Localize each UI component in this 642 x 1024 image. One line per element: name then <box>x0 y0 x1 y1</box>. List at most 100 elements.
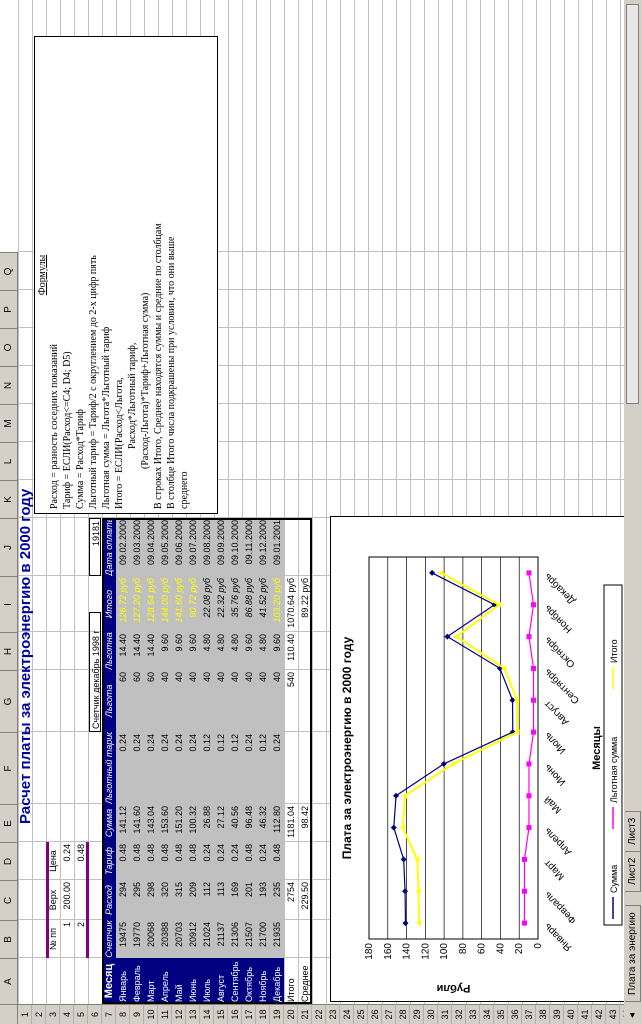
y-tick-label: 20 <box>514 943 525 955</box>
column-header-f[interactable]: F <box>0 732 18 804</box>
row-header-1[interactable]: 1 <box>18 1004 32 1024</box>
formula-line: Льготная сумма = Льгота*Льготный тариф <box>101 326 112 509</box>
data-point <box>514 697 520 704</box>
data-point <box>530 665 536 671</box>
row-header-25[interactable]: 25 <box>354 1004 368 1024</box>
formulas-box: Формулы Расход = разность соседних показа… <box>34 36 218 514</box>
column-header-a[interactable]: A <box>0 958 18 1004</box>
sheet-title: Расчет платы за электроэнергию в 2000 го… <box>17 488 34 824</box>
row-header-22[interactable]: 22 <box>312 1004 326 1024</box>
series-line-0 <box>393 572 514 924</box>
row-header-39[interactable]: 39 <box>550 1004 564 1024</box>
row-header-3[interactable]: 3 <box>46 1004 60 1024</box>
row-header-33[interactable]: 33 <box>466 1004 480 1024</box>
legend-box <box>603 584 623 926</box>
formula-line: Льготный тариф = Тариф/2 с округлением д… <box>88 255 99 509</box>
legend-label: Сумма <box>609 865 619 893</box>
row-header-9[interactable]: 9 <box>130 1004 144 1024</box>
column-header-l[interactable]: L <box>0 442 18 480</box>
data-point <box>453 633 459 640</box>
grid-line <box>312 0 313 1004</box>
row-header-4[interactable]: 4 <box>60 1004 74 1024</box>
row-header-38[interactable]: 38 <box>536 1004 550 1024</box>
column-header-b[interactable]: B <box>0 920 18 958</box>
row-header-5[interactable]: 5 <box>74 1004 88 1024</box>
row-header-12[interactable]: 12 <box>172 1004 186 1024</box>
tab-scroll-first-icon[interactable]: ◂ <box>625 1008 641 1024</box>
row-header-30[interactable]: 30 <box>424 1004 438 1024</box>
column-header-i[interactable]: I <box>0 576 18 632</box>
x-tick-label: Июнь <box>542 762 568 788</box>
horizontal-scrollbar[interactable] <box>626 4 639 404</box>
row-header-24[interactable]: 24 <box>340 1004 354 1024</box>
row-header-31[interactable]: 31 <box>438 1004 452 1024</box>
row-header-15[interactable]: 15 <box>214 1004 228 1024</box>
tariff-cell[interactable]: 0.24 <box>62 844 72 862</box>
column-header-k[interactable]: K <box>0 480 18 518</box>
column-header-g[interactable]: G <box>0 670 18 732</box>
x-tick-label: Март <box>542 857 567 882</box>
row-header-21[interactable]: 21 <box>298 1004 312 1024</box>
row-header-6[interactable]: 6 <box>88 1004 102 1024</box>
row-header-43[interactable]: 43 <box>606 1004 620 1024</box>
row-header-16[interactable]: 16 <box>228 1004 242 1024</box>
data-point <box>402 888 409 895</box>
row-header-41[interactable]: 41 <box>578 1004 592 1024</box>
x-tick-label: Июль <box>542 730 568 756</box>
legend-label: Льготная сумма <box>609 737 619 803</box>
row-header-23[interactable]: 23 <box>326 1004 340 1024</box>
column-header-c[interactable]: C <box>0 880 18 920</box>
column-header-j[interactable]: J <box>0 518 18 576</box>
row-header-7[interactable]: 7 <box>102 1004 116 1024</box>
row-header-29[interactable]: 29 <box>410 1004 424 1024</box>
tab-sheet-1[interactable]: Плата за энергию <box>625 905 641 1002</box>
column-header-p[interactable]: P <box>0 290 18 328</box>
row-header-17[interactable]: 17 <box>242 1004 256 1024</box>
counter-value[interactable]: 19181 <box>89 518 101 576</box>
counter-label[interactable]: Счетчик декабрь 1998 г <box>89 612 101 732</box>
grid-line <box>326 0 327 1004</box>
row-header-34[interactable]: 34 <box>480 1004 494 1024</box>
column-header-m[interactable]: M <box>0 404 18 442</box>
row-header-10[interactable]: 10 <box>144 1004 158 1024</box>
data-point <box>521 856 527 862</box>
row-header-32[interactable]: 32 <box>452 1004 466 1024</box>
chart-object[interactable]: Плата за электроэнергию в 2000 году 0 20 40… <box>330 516 634 1002</box>
row-header-26[interactable]: 26 <box>368 1004 382 1024</box>
tab-sheet-2[interactable]: Лист2 <box>625 850 641 892</box>
x-tick-label: Октябрь <box>542 634 578 670</box>
tab-sheet-3[interactable]: Лист3 <box>625 810 641 852</box>
x-axis-label: Месяцы <box>591 726 603 770</box>
row-header-11[interactable]: 11 <box>158 1004 172 1024</box>
column-header-q[interactable]: Q <box>0 252 18 290</box>
column-header-d[interactable]: D <box>0 842 18 880</box>
column-header-h[interactable]: H <box>0 632 18 670</box>
formula-line: Расход = разность соседних показаний <box>49 343 60 509</box>
y-axis-label: Рубли <box>437 982 471 994</box>
column-header-o[interactable]: O <box>0 328 18 366</box>
row-header-36[interactable]: 36 <box>508 1004 522 1024</box>
row-header-20[interactable]: 20 <box>284 1004 298 1024</box>
select-all-corner[interactable] <box>0 1004 18 1024</box>
row-header-14[interactable]: 14 <box>200 1004 214 1024</box>
data-point <box>526 825 532 831</box>
tariff-cell[interactable]: 200.00 <box>62 882 72 910</box>
row-header-19[interactable]: 19 <box>270 1004 284 1024</box>
tariff-cell[interactable]: 1 <box>62 922 72 928</box>
data-point <box>416 920 422 927</box>
row-header-35[interactable]: 35 <box>494 1004 508 1024</box>
row-header-37[interactable]: 37 <box>522 1004 536 1024</box>
data-point <box>449 760 455 767</box>
row-header-13[interactable]: 13 <box>186 1004 200 1024</box>
row-header-42[interactable]: 42 <box>592 1004 606 1024</box>
row-header-28[interactable]: 28 <box>396 1004 410 1024</box>
row-header-2[interactable]: 2 <box>32 1004 46 1024</box>
column-header-e[interactable]: E <box>0 804 18 842</box>
row-header-27[interactable]: 27 <box>382 1004 396 1024</box>
x-tick-label: Май <box>542 794 564 816</box>
column-header-n[interactable]: N <box>0 366 18 404</box>
row-header-8[interactable]: 8 <box>116 1004 130 1024</box>
row-header-18[interactable]: 18 <box>256 1004 270 1024</box>
row-header-40[interactable]: 40 <box>564 1004 578 1024</box>
data-point <box>526 634 532 640</box>
